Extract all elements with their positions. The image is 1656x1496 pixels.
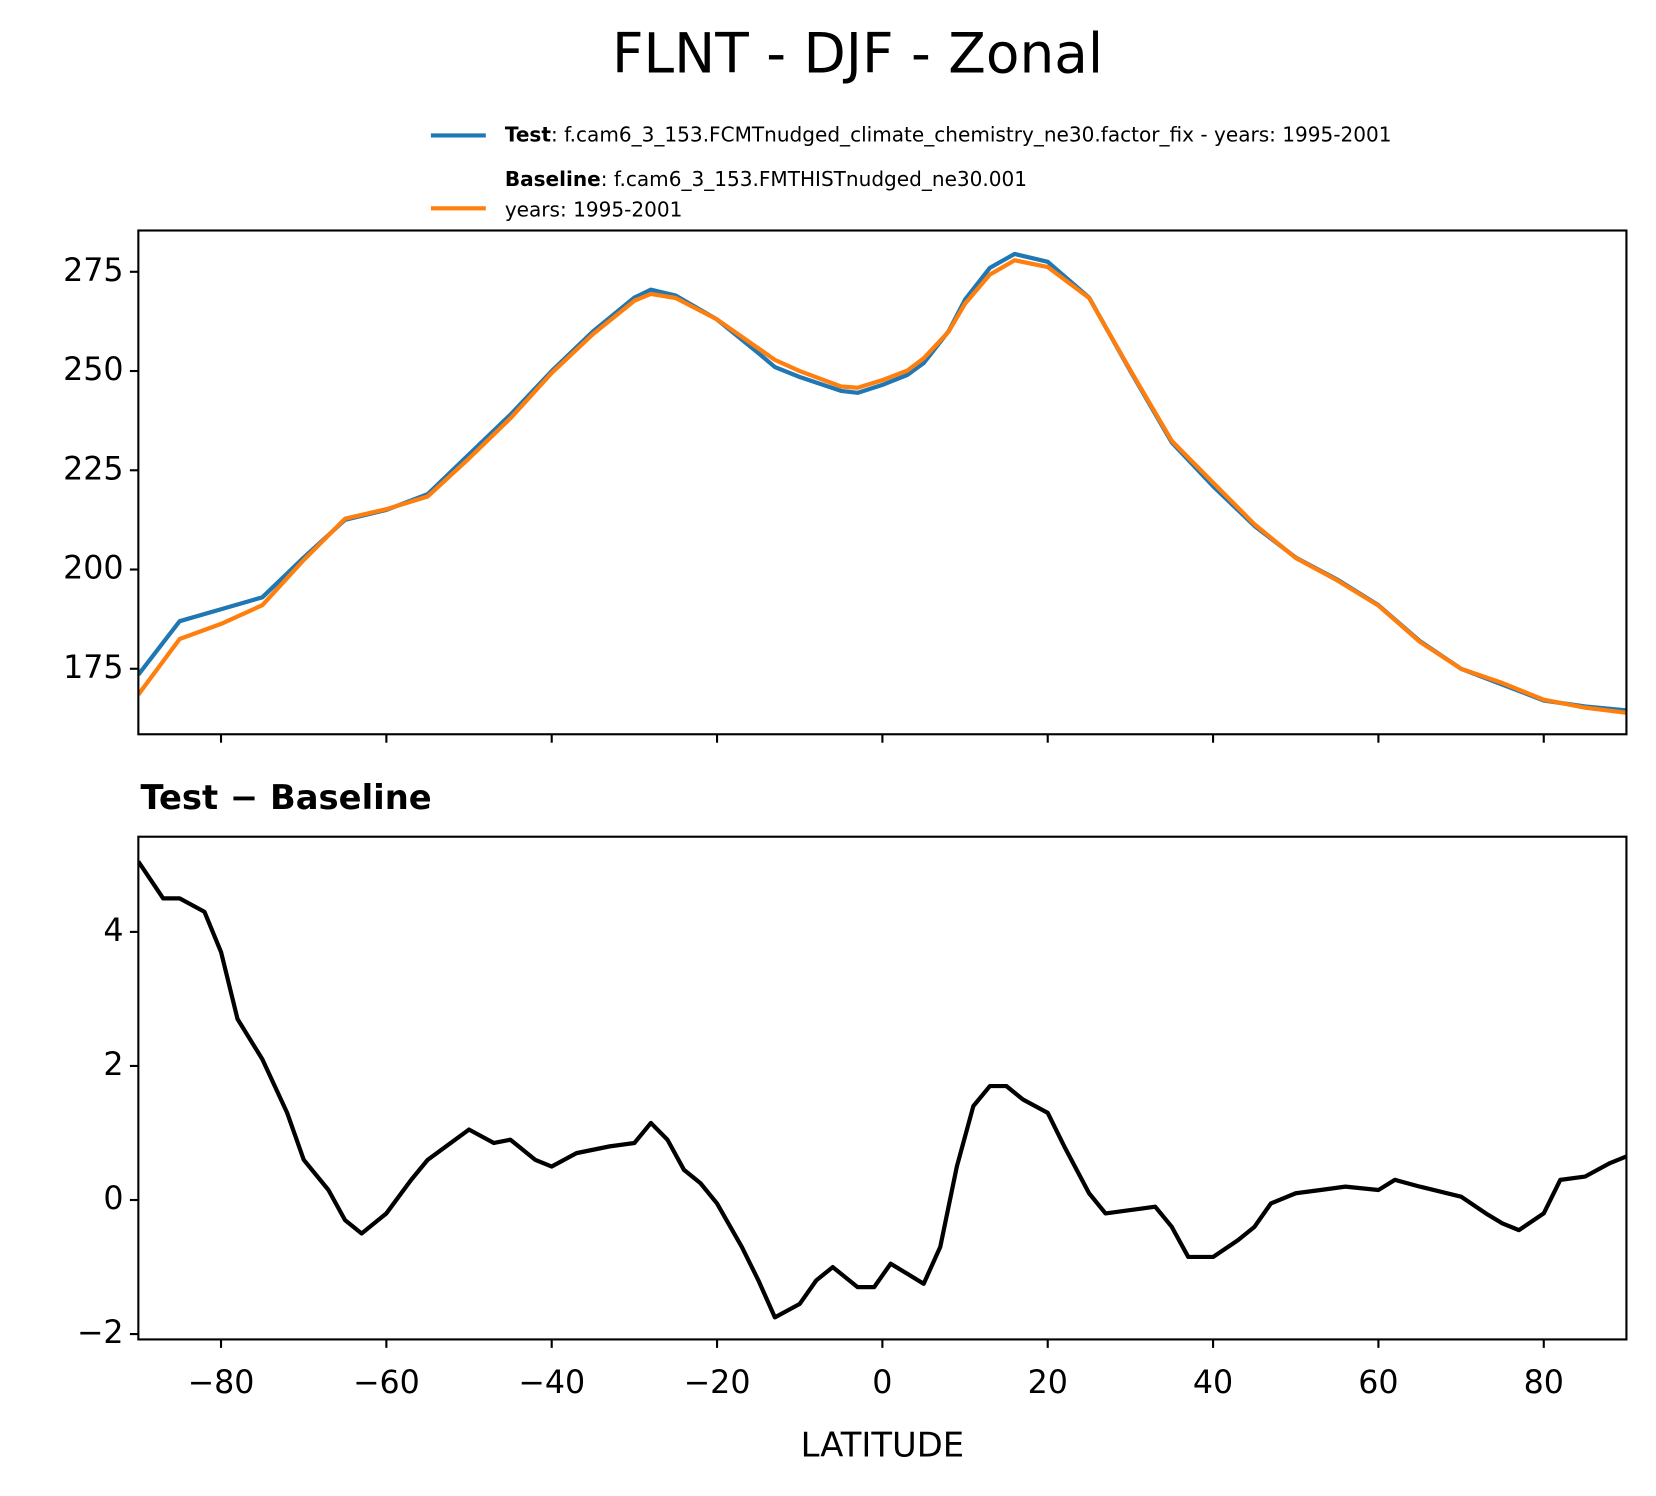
legend-text: Baseline: f.cam6_3_153.FMTHISTnudged_ne3… — [505, 166, 1027, 190]
legend-description: : f.cam6_3_153.FCMTnudged_climate_chemis… — [551, 122, 1392, 146]
x-tick-label: 20 — [1028, 1365, 1068, 1401]
line — [138, 251, 1627, 713]
legend-name: Test — [505, 122, 552, 146]
y-tick-label: 4 — [103, 913, 123, 949]
x-tick-label: −80 — [188, 1365, 255, 1401]
axes-frame — [137, 835, 1628, 1341]
figure-title: FLNT - DJF - Zonal — [612, 21, 1103, 85]
y-tick-label: 225 — [63, 451, 123, 487]
x-tick-label: 0 — [872, 1365, 892, 1401]
axes-frame — [137, 229, 1628, 736]
y-tick-label: 250 — [63, 352, 123, 388]
legend-name: Baseline — [505, 166, 601, 190]
x-axis-label: LATITUDE — [801, 1426, 964, 1465]
x-tick-label: −60 — [353, 1365, 420, 1401]
x-tick-label: 80 — [1524, 1365, 1564, 1401]
legend-text: Test: f.cam6_3_153.FCMTnudged_climate_ch… — [505, 122, 1392, 146]
subplot-title: Test − Baseline — [140, 778, 431, 817]
legend-text: years: 1995-2001 — [505, 197, 683, 221]
y-tick-label: 275 — [63, 253, 123, 289]
x-tick-label: 60 — [1358, 1365, 1398, 1401]
line — [138, 258, 1627, 715]
line — [138, 860, 1627, 1320]
x-tick-label: 40 — [1193, 1365, 1233, 1401]
x-tick-label: −20 — [684, 1365, 751, 1401]
y-tick-label: 0 — [103, 1181, 123, 1217]
y-tick-label: 200 — [63, 551, 123, 587]
legend-description: : f.cam6_3_153.FMTHISTnudged_ne30.001 — [601, 166, 1027, 190]
x-tick-label: −40 — [518, 1365, 585, 1401]
y-tick-label: 175 — [63, 650, 123, 686]
legend-description: years: 1995-2001 — [505, 197, 683, 221]
y-tick-label: −2 — [77, 1315, 124, 1351]
y-tick-label: 2 — [103, 1047, 123, 1083]
